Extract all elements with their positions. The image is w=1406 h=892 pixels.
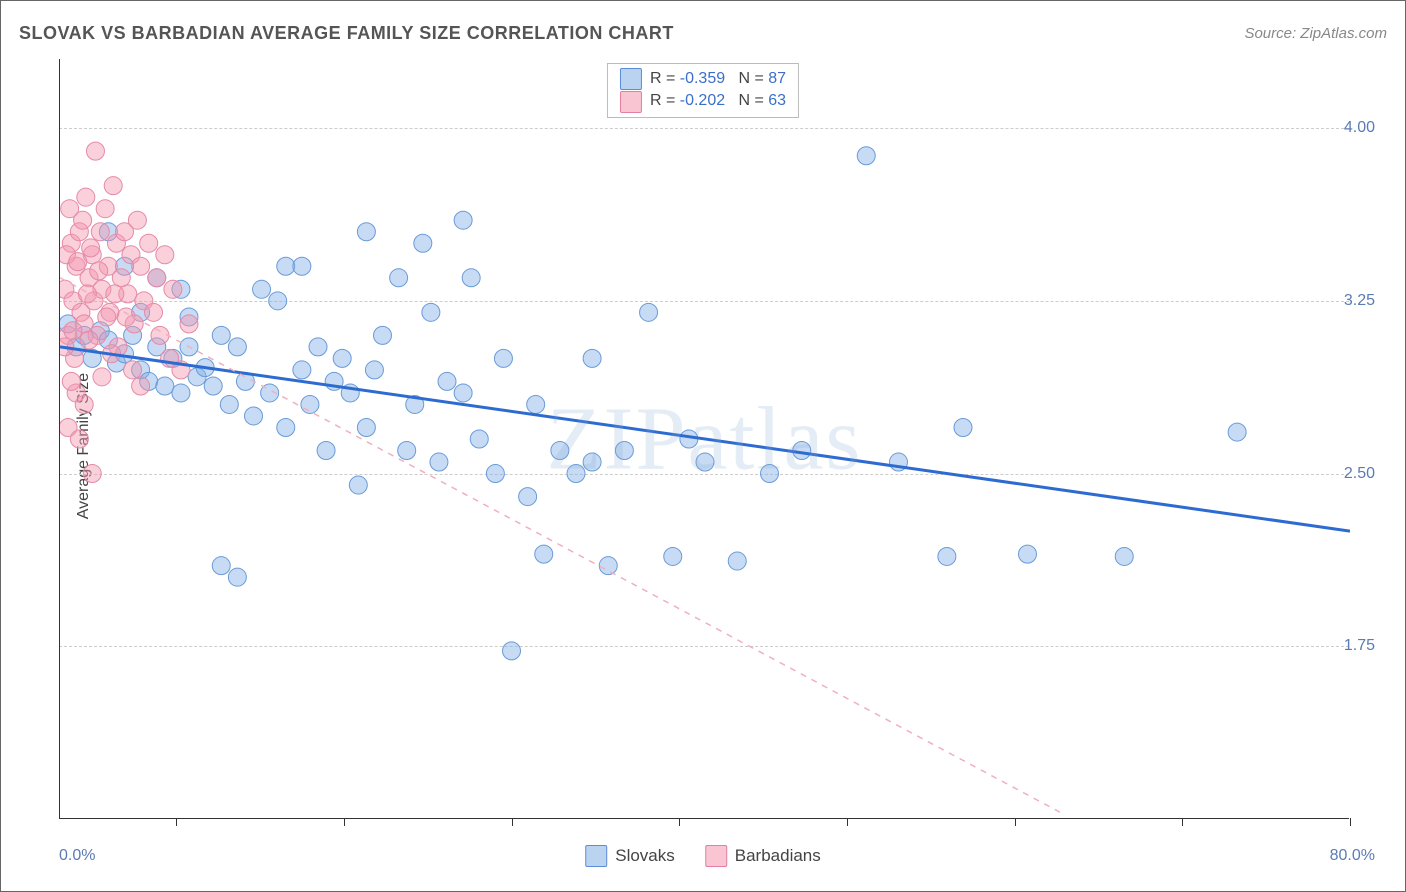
title-bar: SLOVAK VS BARBADIAN AVERAGE FAMILY SIZE … [19,23,1387,44]
legend-correlation: R = -0.359 N = 87 R = -0.202 N = 63 [607,63,799,118]
source-label: Source: ZipAtlas.com [1244,25,1387,42]
legend-stats-barbadians: R = -0.202 N = 63 [650,90,786,112]
legend-row-barbadians: R = -0.202 N = 63 [620,90,786,112]
legend-series: Slovaks Barbadians [585,845,821,867]
chart-title: SLOVAK VS BARBADIAN AVERAGE FAMILY SIZE … [19,23,674,44]
legend-swatch-blue-icon [585,845,607,867]
legend-swatch-blue [620,68,642,90]
legend-item-barbadians: Barbadians [705,845,821,867]
legend-item-slovaks: Slovaks [585,845,675,867]
legend-row-slovaks: R = -0.359 N = 87 [620,68,786,90]
scatter-plot-svg [60,59,1350,819]
plot-area: ZIPatlas [59,59,1349,819]
legend-stats-slovaks: R = -0.359 N = 87 [650,68,786,90]
legend-label-slovaks: Slovaks [615,846,675,866]
chart-container: SLOVAK VS BARBADIAN AVERAGE FAMILY SIZE … [0,0,1406,892]
x-axis-max-label: 80.0% [1330,847,1375,865]
x-axis-min-label: 0.0% [59,847,95,865]
legend-label-barbadians: Barbadians [735,846,821,866]
legend-swatch-pink-icon [705,845,727,867]
legend-swatch-pink [620,91,642,113]
